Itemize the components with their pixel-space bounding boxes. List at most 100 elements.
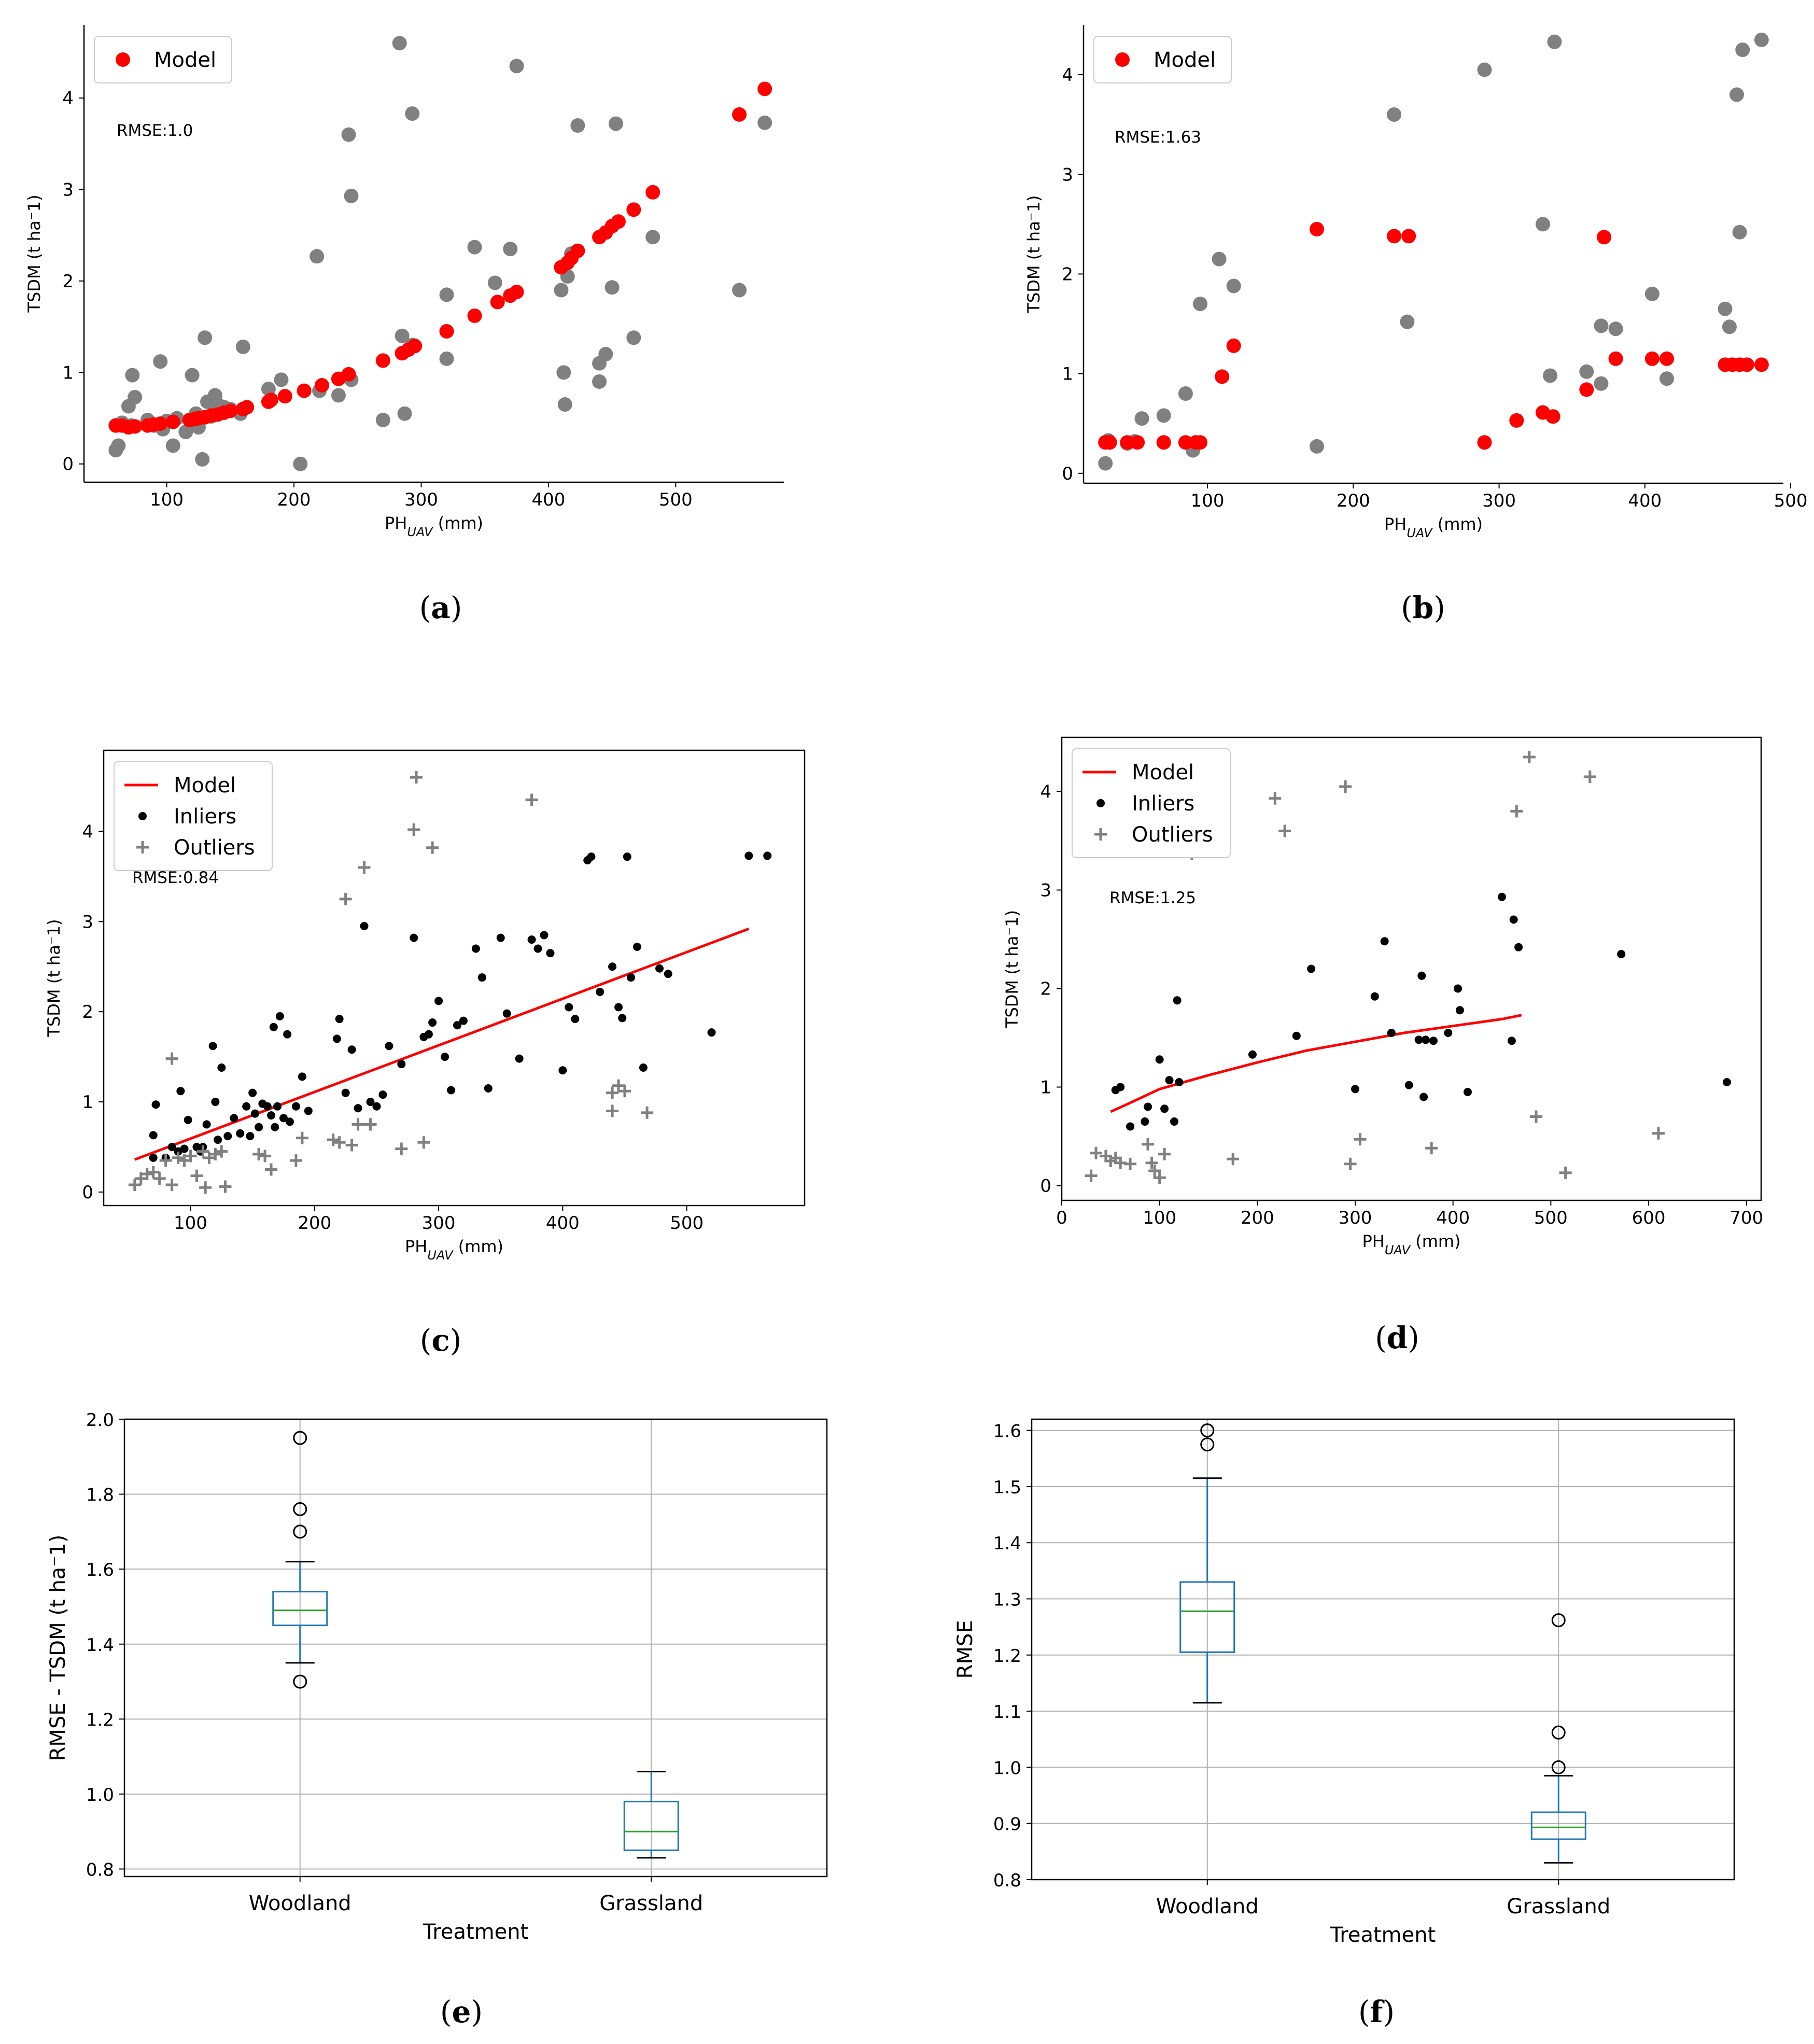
- inlier-point: [533, 944, 542, 953]
- rmse-annotation: RMSE:1.25: [1109, 889, 1196, 907]
- inlier-point: [217, 1063, 226, 1072]
- inlier-point: [1175, 1078, 1184, 1086]
- data-point: [604, 280, 620, 295]
- data-point: [1579, 382, 1594, 397]
- data-point: [1597, 230, 1612, 245]
- inlier-point: [608, 962, 617, 971]
- data-point: [509, 285, 524, 300]
- model-line: [134, 927, 750, 1161]
- data-point: [235, 339, 250, 354]
- data-point: [1178, 435, 1193, 450]
- legend-label: Model: [1132, 761, 1194, 785]
- legend-marker-swatch: [1094, 828, 1107, 841]
- model-line: [1110, 1014, 1522, 1113]
- data-point: [1722, 319, 1737, 334]
- data-point: [626, 330, 641, 345]
- outlier-point: [1124, 1157, 1137, 1170]
- inlier-point: [242, 1102, 251, 1111]
- inlier-point: [1351, 1085, 1360, 1094]
- inlier-point: [1722, 1078, 1731, 1086]
- box-flier: [1551, 1613, 1566, 1628]
- outlier-point: [1145, 1156, 1158, 1169]
- inlier-point: [1429, 1037, 1438, 1045]
- data-point: [125, 368, 140, 383]
- data-point: [757, 115, 772, 130]
- x-axis-label: PHUAV (mm): [1362, 1231, 1460, 1257]
- y-tick-label: 3: [1040, 880, 1051, 901]
- y-tick-label: 1.2: [993, 1646, 1021, 1667]
- outlier-point: [215, 1145, 228, 1158]
- inlier-point: [167, 1142, 176, 1151]
- inlier-point: [275, 1012, 284, 1020]
- outlier-point: [289, 1154, 302, 1167]
- inlier-point: [664, 970, 672, 978]
- y-tick-label: 1.1: [993, 1702, 1021, 1723]
- data-point: [439, 351, 454, 366]
- data-point: [609, 116, 623, 131]
- inlier-point: [1126, 1122, 1135, 1131]
- data-point: [165, 438, 180, 453]
- data-point: [611, 214, 626, 229]
- inlier-point: [149, 1153, 158, 1162]
- inlier-point: [447, 1086, 456, 1095]
- legend-label: Inliers: [174, 805, 236, 829]
- data-point: [277, 389, 292, 404]
- y-axis-label: RMSE - TSDM (t ha⁻1): [46, 1535, 70, 1761]
- inlier-point: [1417, 971, 1426, 980]
- inlier-point: [424, 1030, 433, 1039]
- outlier-point: [1227, 1153, 1240, 1166]
- x-axis-label: PHUAV (mm): [405, 1237, 503, 1263]
- inlier-point: [546, 949, 555, 958]
- y-tick-label: 1.2: [86, 1710, 114, 1730]
- y-tick-label: 0: [1040, 1176, 1051, 1197]
- inlier-point: [428, 1018, 437, 1027]
- inlier-point: [1507, 1037, 1516, 1045]
- data-point: [1732, 225, 1747, 240]
- outlier-point: [358, 861, 371, 874]
- data-point: [341, 367, 356, 382]
- outlier-point: [525, 793, 538, 806]
- x-tick-label: 400: [531, 489, 565, 510]
- y-tick-label: 4: [82, 821, 93, 842]
- outlier-point: [219, 1180, 232, 1193]
- x-tick-label: 400: [1628, 491, 1662, 511]
- data-point: [1644, 351, 1660, 366]
- x-axis-label: Treatment: [1330, 1923, 1436, 1947]
- data-point: [490, 295, 505, 310]
- x-tick-label: 600: [1632, 1208, 1666, 1228]
- y-tick-label: 1: [82, 1092, 93, 1113]
- y-tick-label: 2: [1062, 264, 1073, 285]
- outlier-point: [327, 1133, 340, 1146]
- outlier-point: [184, 1150, 197, 1163]
- panel-caption: (f): [1358, 1994, 1395, 2029]
- data-point: [1310, 221, 1324, 236]
- data-point: [341, 127, 356, 142]
- plot-frame: [103, 749, 806, 1207]
- x-tick-label: Grassland: [599, 1892, 703, 1915]
- box-flier: [1551, 1760, 1566, 1774]
- data-point: [1608, 351, 1623, 366]
- inlier-point: [255, 1123, 263, 1131]
- data-point: [757, 81, 772, 96]
- legend-marker-swatch: [116, 52, 130, 67]
- plot-frame: [1031, 1418, 1735, 1881]
- box-iqr: [272, 1591, 328, 1627]
- inlier-point: [515, 1054, 524, 1063]
- inlier-point: [1307, 964, 1316, 973]
- inlier-point: [1160, 1104, 1169, 1113]
- data-point: [1754, 357, 1769, 372]
- x-tick-label: Woodland: [1156, 1895, 1259, 1919]
- inlier-point: [236, 1129, 245, 1138]
- x-tick-label: 300: [422, 1213, 456, 1234]
- y-tick-label: 1.6: [993, 1421, 1021, 1442]
- rmse-annotation: RMSE:1.0: [117, 121, 193, 140]
- outlier-point: [1153, 1171, 1166, 1184]
- inlier-point: [540, 931, 549, 940]
- data-point: [439, 287, 454, 302]
- x-tick-label: 700: [1729, 1208, 1763, 1228]
- legend-marker-swatch: [138, 812, 147, 820]
- data-point: [375, 413, 390, 428]
- outlier-point: [1339, 780, 1352, 793]
- inlier-point: [214, 1136, 222, 1144]
- inlier-point: [1141, 1117, 1149, 1126]
